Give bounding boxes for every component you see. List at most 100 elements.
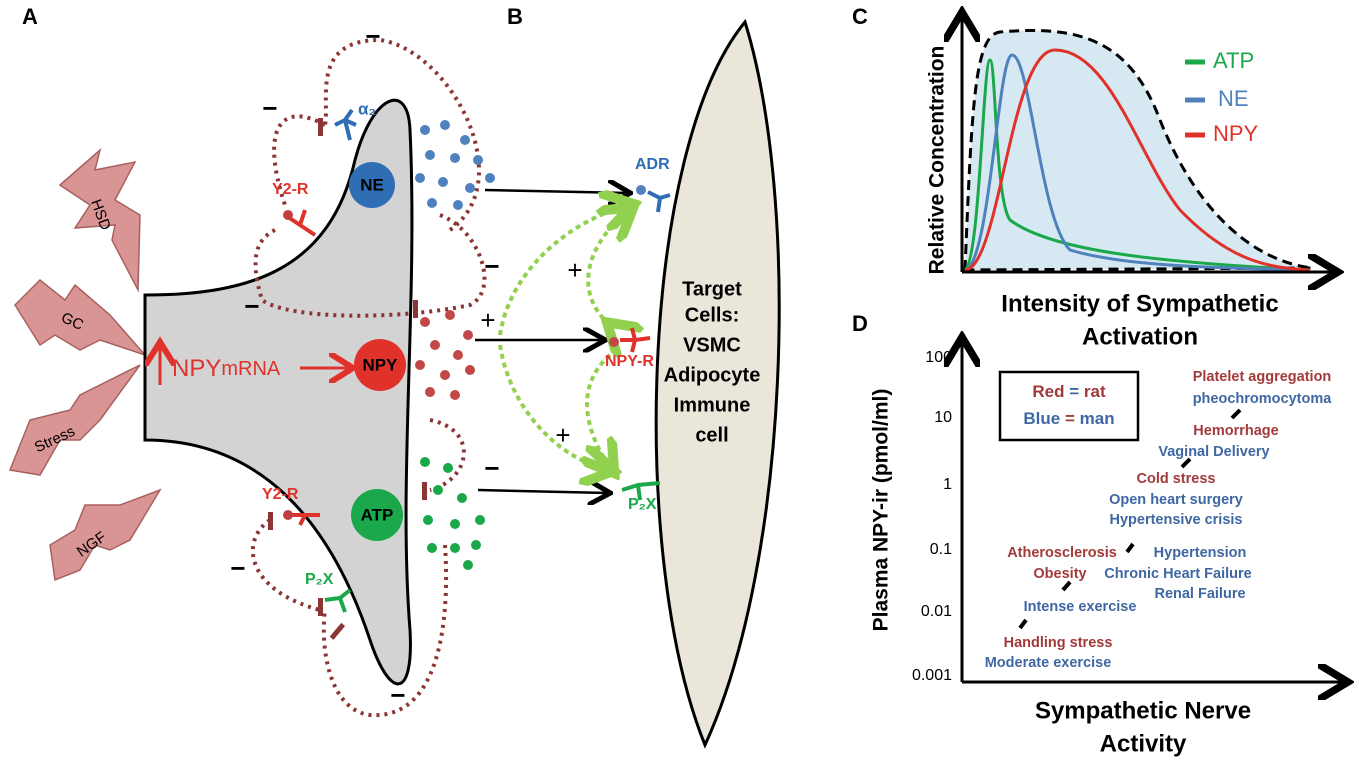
- target-line: VSMC: [683, 334, 741, 356]
- receptor-label: P₂X: [628, 496, 657, 513]
- panel-a: HSD GC Stress NGF NE NPY ATP NPYmRNA α₂ …: [10, 21, 500, 715]
- receptor-p2x: [325, 590, 350, 612]
- vesicle-label: NE: [360, 175, 384, 194]
- condition: Obesity: [1033, 566, 1086, 582]
- green-arrow: [500, 205, 630, 335]
- y-tick-label: 1: [943, 476, 952, 493]
- blocker: [330, 623, 345, 640]
- x-axis-label: Activation: [1082, 323, 1198, 350]
- receptor-label: ADR: [635, 156, 670, 173]
- legend-eq: =: [1065, 409, 1075, 428]
- y-tick-label: 0.01: [921, 603, 952, 620]
- panel-letter: A: [22, 4, 38, 29]
- condition: Hypertensive crisis: [1110, 512, 1243, 528]
- marker: [1232, 410, 1240, 418]
- legend-entry: Blue = man: [1023, 409, 1114, 428]
- panel-letter: D: [852, 311, 868, 336]
- marker: [1182, 459, 1190, 467]
- green-arrow: [587, 355, 612, 470]
- target-line: Adipocyte: [664, 364, 761, 386]
- stressors: HSD GC Stress NGF: [10, 150, 160, 580]
- sign: −: [262, 93, 277, 123]
- arrow: [485, 190, 628, 193]
- receptor-label: Y2-R: [262, 486, 299, 503]
- marker: [1127, 544, 1133, 552]
- sign: −: [484, 251, 499, 281]
- y-axis-label: Relative Concentration: [926, 46, 949, 275]
- condition: Atherosclerosis: [1007, 545, 1117, 561]
- ligand: [283, 210, 293, 220]
- ligand: [609, 337, 619, 347]
- condition: Chronic Heart Failure: [1104, 566, 1251, 582]
- blocker: [318, 118, 323, 136]
- x-axis-label: Intensity of Sympathetic: [1001, 290, 1278, 317]
- target-line: Cells:: [685, 304, 739, 326]
- target-line: Target: [682, 278, 742, 300]
- condition: Platelet aggregation: [1193, 369, 1332, 385]
- mrna-npy: NPY: [172, 355, 221, 382]
- condition: Cold stress: [1137, 471, 1216, 487]
- condition: Hemorrhage: [1193, 423, 1278, 439]
- condition: Hypertension: [1154, 545, 1247, 561]
- sign: −: [365, 21, 380, 51]
- condition: pheochromocytoma: [1193, 391, 1333, 407]
- figure: A B C D HSD GC Stress NGF NE NPY ATP NPY…: [0, 0, 1359, 762]
- vesicle-label: NPY: [363, 355, 399, 374]
- receptor-label: P₂X: [305, 571, 334, 588]
- mrna-suffix: mRNA: [221, 358, 281, 380]
- legend-species: rat: [1084, 382, 1106, 401]
- released-vesicles: [415, 120, 495, 570]
- sign: +: [480, 305, 495, 335]
- panel-letter: B: [507, 4, 523, 29]
- blocker: [318, 598, 323, 616]
- receptor-alpha2: [335, 110, 356, 140]
- legend-color: Blue: [1023, 409, 1060, 428]
- receptor-label: α₂: [358, 99, 376, 118]
- x-axis-label: Sympathetic Nerve: [1035, 697, 1251, 724]
- blocker: [422, 482, 427, 500]
- legend-c: ATP NE NPY: [1185, 48, 1259, 146]
- panel-letter: C: [852, 4, 868, 29]
- vesicle-label: ATP: [361, 505, 394, 524]
- dotted-path: [253, 520, 320, 610]
- blocker: [268, 512, 273, 530]
- condition: Open heart surgery: [1109, 492, 1243, 508]
- y-tick-label: 0.1: [930, 541, 952, 558]
- sign: +: [567, 255, 582, 285]
- condition: Moderate exercise: [985, 655, 1112, 671]
- legend-label: ATP: [1213, 48, 1254, 73]
- condition: Vaginal Delivery: [1158, 444, 1269, 460]
- panel-b: ADR NPY-R P₂X + + + Target Cells: VSMC A…: [475, 22, 779, 745]
- y-tick-label: 100: [925, 349, 952, 366]
- condition: Handling stress: [1004, 635, 1113, 651]
- sign: +: [555, 420, 570, 450]
- sign: −: [390, 680, 405, 710]
- target-line: Immune: [674, 394, 751, 416]
- legend-color: Red: [1032, 382, 1064, 401]
- ligand: [636, 185, 646, 195]
- condition: Renal Failure: [1154, 586, 1245, 602]
- receptor-npyr: [620, 328, 650, 352]
- target-line: cell: [695, 424, 728, 446]
- legend-species: man: [1080, 409, 1115, 428]
- blocker: [413, 300, 418, 318]
- bolt: [50, 490, 160, 580]
- mrna-label: NPYmRNA: [172, 355, 281, 382]
- sign: −: [484, 453, 499, 483]
- y-ticks: 100 10 1 0.1 0.01 0.001: [912, 349, 952, 684]
- marker: [1063, 582, 1070, 590]
- receptor-label: Y2-R: [272, 181, 309, 198]
- marker: [1020, 620, 1026, 628]
- x-axis-label: Activity: [1100, 730, 1187, 757]
- green-arrow: [500, 345, 610, 470]
- legend-label: NPY: [1213, 121, 1259, 146]
- receptor-adr: [648, 192, 670, 212]
- condition: Intense exercise: [1024, 599, 1137, 615]
- green-arrow: [588, 210, 630, 325]
- legend-entry: Red = rat: [1032, 382, 1106, 401]
- sign: −: [244, 291, 259, 321]
- legend-eq: =: [1069, 382, 1079, 401]
- envelope: [965, 30, 1312, 270]
- receptor-label: NPY-R: [605, 353, 654, 370]
- panel-c: ATP NE NPY Relative Concentration Intens…: [926, 15, 1335, 350]
